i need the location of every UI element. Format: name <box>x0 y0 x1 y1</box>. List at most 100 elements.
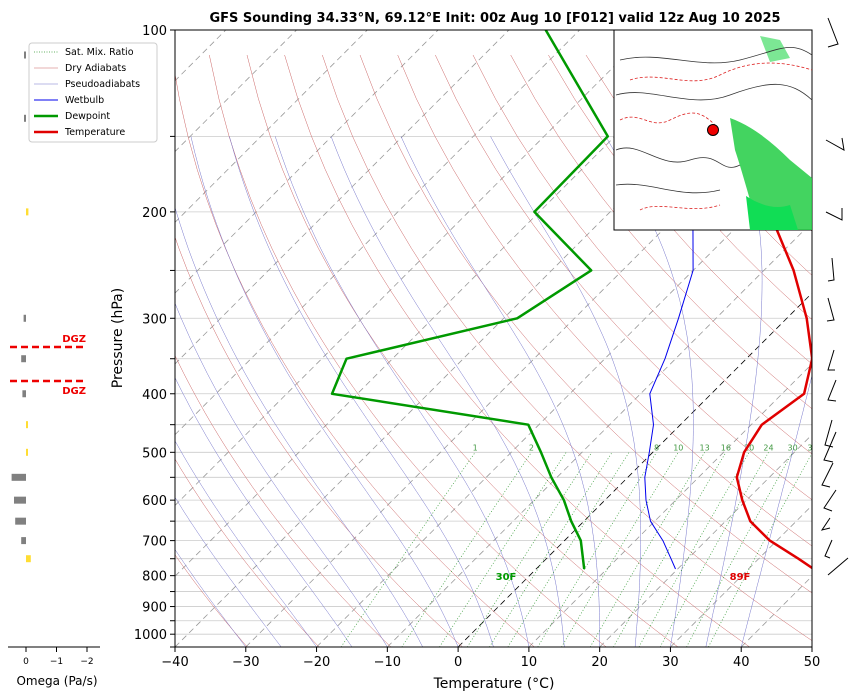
x-tick-label: 30 <box>662 655 679 670</box>
y-tick-label: 500 <box>142 446 167 461</box>
legend-box <box>28 42 158 143</box>
pseudoadiabat-line <box>175 440 317 647</box>
x-tick-label: −10 <box>374 655 401 670</box>
isotherm-line <box>316 150 812 647</box>
pseudoadiabat-line <box>175 496 282 647</box>
temperature-line <box>691 30 812 570</box>
dry-adiabat-line <box>472 54 812 455</box>
sounding-profiles <box>330 30 812 570</box>
pseudoadiabat-line <box>190 136 459 647</box>
y-tick-label: 100 <box>142 24 167 39</box>
legend-item-temperature: Temperature <box>64 127 125 138</box>
pseudoadiabat-line <box>490 136 641 647</box>
isotherm-line <box>245 80 812 647</box>
x-tick-label: 40 <box>733 655 750 670</box>
pseudoadiabat-line <box>175 206 423 647</box>
dgz-lower-label: DGZ <box>62 386 86 397</box>
y-tick-label: 800 <box>142 570 167 585</box>
omega-bar <box>24 114 26 122</box>
mixing-ratio-label: 8 <box>654 443 659 452</box>
dewpoint-surface-label: 30F <box>496 572 517 583</box>
mixing-ratio-label: 13 <box>700 443 710 452</box>
x-tick-label: 0 <box>454 655 462 670</box>
isotherm-line <box>599 434 812 647</box>
dry-adiabat-line <box>175 72 535 647</box>
mixing-ratio-label: 2 <box>529 443 534 452</box>
y-tick-label: 200 <box>142 206 167 221</box>
pseudoadiabat-line <box>705 136 763 647</box>
legend-item-mixing-ratio: Sat. Mix. Ratio <box>65 47 134 58</box>
omega-bar <box>26 421 28 429</box>
dgz-upper-label: DGZ <box>62 334 86 345</box>
wind-barbs <box>820 17 849 576</box>
dry-adiabat-line <box>322 54 812 641</box>
pseudoadiabat-line <box>229 136 494 647</box>
mixing-ratio-line <box>537 452 657 647</box>
omega-bar <box>21 537 26 545</box>
mixing-ratio-line <box>659 452 769 647</box>
mixing-ratio-line <box>613 452 727 647</box>
legend-item-dry-adiabats: Dry Adiabats <box>65 63 126 74</box>
omega-bar <box>21 355 26 363</box>
dry-adiabat-line <box>850 55 854 647</box>
x-tick-label: 50 <box>804 655 821 670</box>
isotherm-line <box>811 646 812 647</box>
chart-title: GFS Sounding 34.33°N, 69.12°E Init: 00z … <box>209 11 780 26</box>
mixing-ratio-label: 30 <box>788 443 798 452</box>
y-tick-label: 400 <box>142 388 167 403</box>
mixing-ratio-line <box>507 452 630 647</box>
dry-adiabat-line <box>585 54 812 320</box>
mixing-ratio-label: 36 <box>807 443 817 452</box>
omega-tick-label: 0 <box>23 657 29 667</box>
mixing-ratio-label: 1 <box>473 443 478 452</box>
mixing-ratio-label: 10 <box>673 443 683 452</box>
mixing-ratio-label: 16 <box>721 443 731 452</box>
dry-adiabat-line <box>435 54 812 501</box>
x-tick-label: −20 <box>303 655 330 670</box>
dry-adiabat-line <box>175 354 392 647</box>
omega-tick-label: −1 <box>50 657 63 667</box>
wetbulb-line <box>644 136 694 570</box>
x-tick-label: −30 <box>232 655 259 670</box>
dewpoint-line <box>330 30 610 570</box>
mixing-ratio-line <box>340 452 476 647</box>
pseudoadiabat-line <box>175 302 388 647</box>
omega-bar <box>24 51 26 59</box>
background-guides: 1 2 8 10 13 16 20 24 30 36 <box>175 30 854 647</box>
pseudoadiabat-line <box>330 136 565 647</box>
y-tick-label: 700 <box>142 535 167 550</box>
mixing-ratio-line <box>638 452 750 647</box>
mixing-ratio-line <box>439 452 567 647</box>
isotherm-line <box>387 221 812 647</box>
dry-adiabat-line <box>209 54 607 647</box>
x-tick-label: −40 <box>161 655 188 670</box>
mixing-ratio-line <box>489 452 613 647</box>
mixing-ratio-line <box>589 452 705 647</box>
pseudoadiabat-line <box>605 136 694 647</box>
omega-bar <box>15 517 26 525</box>
legend: Sat. Mix. Ratio Dry Adiabats Pseudoadiab… <box>28 42 158 143</box>
dry-adiabat-line <box>246 54 679 647</box>
mixing-ratio-line <box>708 452 812 647</box>
omega-bar <box>11 473 26 481</box>
isotherm-line <box>175 30 722 577</box>
isotherm-line <box>528 363 812 647</box>
sounding-location-marker <box>707 124 719 136</box>
omega-bar <box>22 390 26 398</box>
mixing-ratio-label: 24 <box>763 443 773 452</box>
pseudoadiabat-line <box>175 549 246 647</box>
plot-frame <box>174 29 813 648</box>
y-tick-label: 300 <box>142 312 167 327</box>
legend-item-dewpoint: Dewpoint <box>65 111 110 122</box>
y-tick-label: 600 <box>142 494 167 509</box>
mixing-ratio-line <box>401 452 532 647</box>
x-tick-label: 10 <box>521 655 538 670</box>
mixing-ratio-line <box>561 452 679 647</box>
temperature-surface-label: 89F <box>730 572 751 583</box>
x-tick-label: 20 <box>591 655 608 670</box>
omega-bar <box>14 496 26 504</box>
pseudoadiabat-line <box>400 136 600 647</box>
omega-tick-label: −2 <box>80 657 93 667</box>
inset-map <box>613 29 813 231</box>
